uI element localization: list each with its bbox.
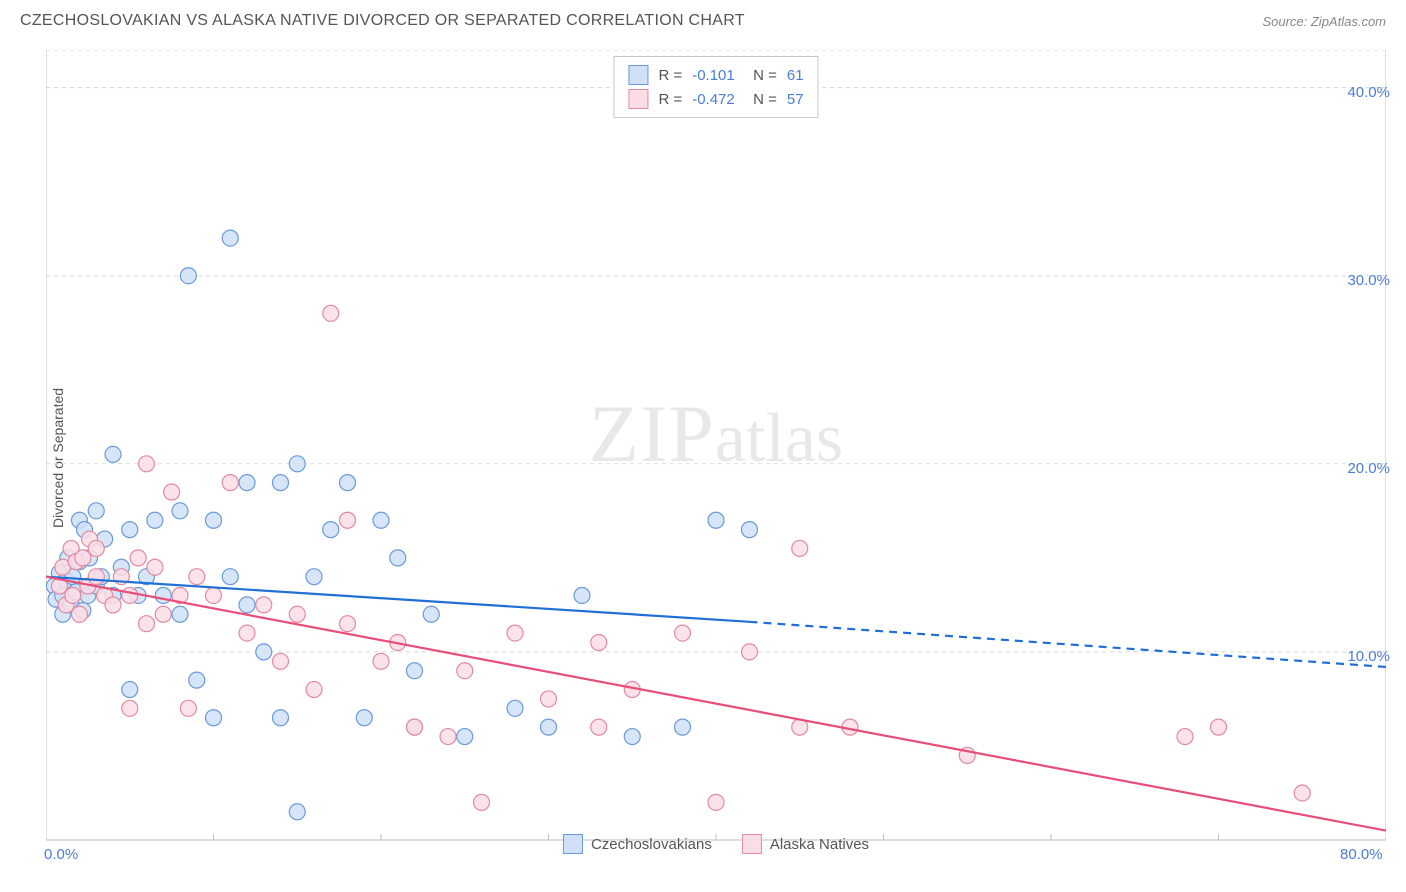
y-tick-label: 40.0% — [1347, 84, 1390, 101]
source-label: Source: ZipAtlas.com — [1262, 14, 1386, 29]
legend-n-value: 57 — [787, 91, 804, 108]
legend-n-label: N = — [745, 91, 777, 108]
legend-series: Czechoslovakians Alaska Natives — [563, 834, 869, 854]
chart-container: Divorced or Separated ZIPatlas R = -0.10… — [46, 50, 1386, 850]
chart-title: CZECHOSLOVAKIAN VS ALASKA NATIVE DIVORCE… — [20, 12, 745, 30]
legend-swatch — [628, 65, 648, 85]
scatter-plot — [46, 50, 1386, 850]
x-tick-label: 80.0% — [1340, 846, 1383, 863]
y-tick-label: 10.0% — [1347, 648, 1390, 665]
y-tick-label: 30.0% — [1347, 272, 1390, 289]
legend-n-label: N = — [745, 67, 777, 84]
chart-header: CZECHOSLOVAKIAN VS ALASKA NATIVE DIVORCE… — [0, 0, 1406, 38]
legend-r-value: -0.101 — [692, 67, 735, 84]
legend-series-label: Alaska Natives — [770, 836, 869, 853]
legend-correlation-row: R = -0.101 N = 61 — [628, 63, 803, 87]
legend-r-value: -0.472 — [692, 91, 735, 108]
x-tick-label: 0.0% — [44, 846, 78, 863]
legend-r-label: R = — [658, 67, 682, 84]
legend-swatch — [628, 89, 648, 109]
legend-n-value: 61 — [787, 67, 804, 84]
legend-series-item: Czechoslovakians — [563, 834, 712, 854]
y-tick-label: 20.0% — [1347, 460, 1390, 477]
legend-correlation-row: R = -0.472 N = 57 — [628, 87, 803, 111]
legend-swatch — [742, 834, 762, 854]
legend-series-item: Alaska Natives — [742, 834, 869, 854]
legend-swatch — [563, 834, 583, 854]
legend-correlation: R = -0.101 N = 61R = -0.472 N = 57 — [613, 56, 818, 118]
legend-r-label: R = — [658, 91, 682, 108]
legend-series-label: Czechoslovakians — [591, 836, 712, 853]
